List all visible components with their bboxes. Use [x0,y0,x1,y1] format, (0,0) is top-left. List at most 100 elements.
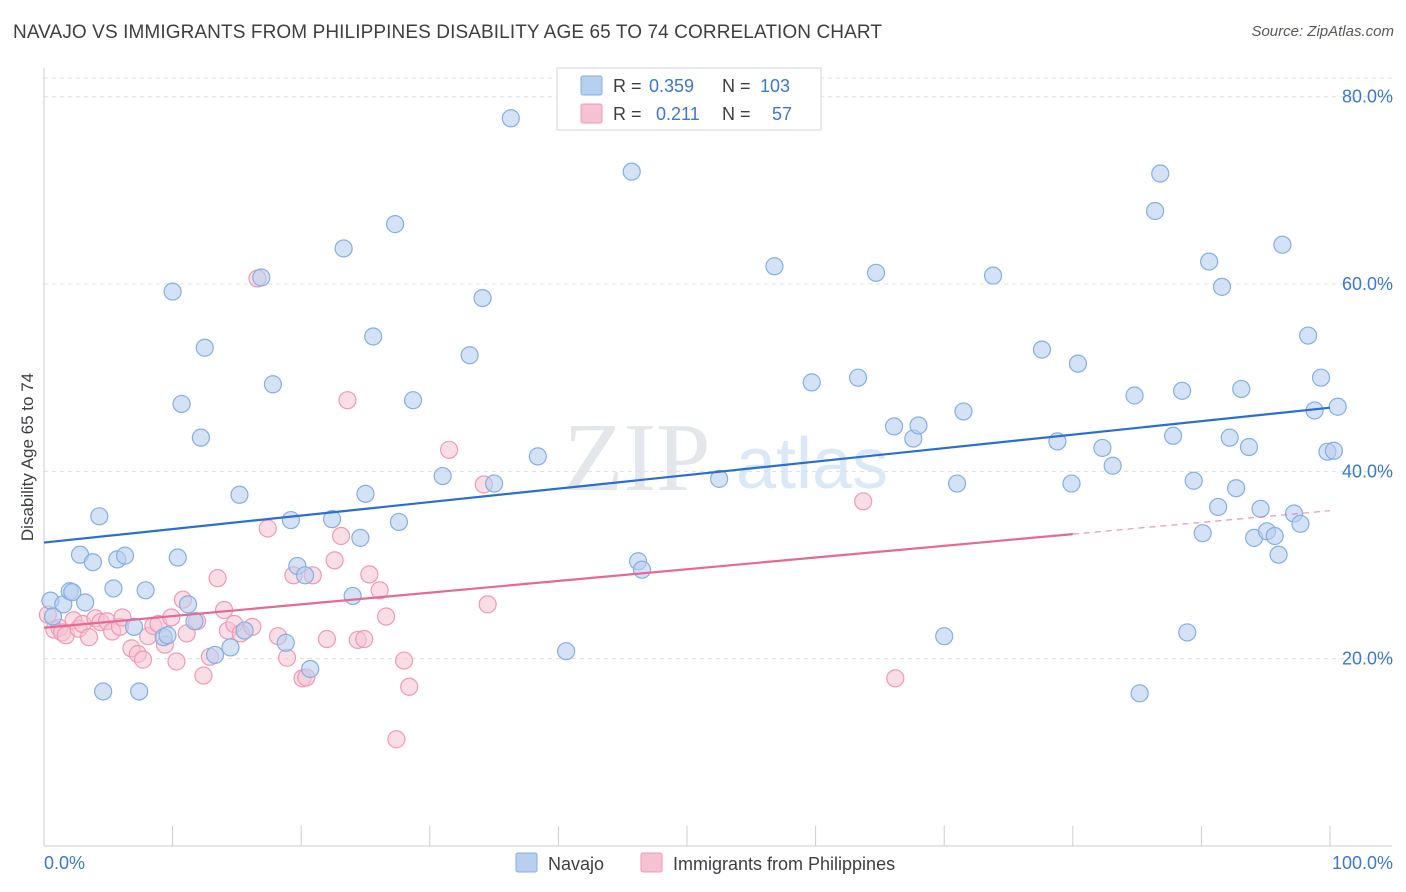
navajo-point [168,548,187,567]
navajo-point [433,466,452,486]
series-immigrants-from-philippines [38,269,905,749]
grid-lines [44,77,1392,660]
philippines-point [317,629,337,649]
navajo-point [1273,235,1292,254]
bottom-legend-swatch-navajo [515,852,538,873]
legend-swatch-navajo [580,75,603,96]
trend-lines [43,406,1331,629]
philippines-point [338,391,357,410]
navajo-point [230,485,249,504]
watermark-atlas: atlas [736,424,888,504]
navajo-point [356,484,375,503]
legend-n-label-2: N = [722,104,751,124]
navajo-point [94,682,113,701]
navajo-point [43,607,63,626]
navajo-point [276,633,295,652]
navajo-point [884,417,904,436]
navajo-point [252,268,271,287]
navajo-point [385,215,405,234]
philippines-point [208,569,227,588]
navajo-point [947,474,967,493]
navajo-point [1146,201,1165,221]
navajo-point [1032,340,1052,359]
navajo-point [1220,428,1239,447]
philippines-point [331,526,351,546]
watermark-zip: ZIP [564,404,711,512]
legend-r-value-2: 0.211 [656,104,700,124]
navajo-point [622,162,641,181]
navajo-point [1164,426,1183,445]
navajo-point [1324,441,1343,460]
legend-r-label-2: R = [613,104,642,124]
navajo-point [1125,386,1144,405]
navajo-point [1178,623,1197,642]
navajo-point [983,266,1003,285]
bottom-legend: Navajo Immigrants from Philippines [515,852,895,874]
navajo-point [295,566,315,585]
navajo-point [76,593,95,612]
navajo-point [389,512,409,532]
chart-title: NAVAJO VS IMMIGRANTS FROM PHILIPPINES DI… [13,22,883,43]
navajo-point [866,263,886,282]
philippines-point [325,551,344,570]
navajo-point [205,645,225,665]
navajo-trend-line [43,406,1331,544]
x-tick-label-min: 0.0% [44,853,85,873]
bottom-legend-label-philippines: Immigrants from Philippines [673,854,895,874]
philippines-point [387,730,406,749]
y-axis-tick-labels: 20.0% 40.0% 60.0% 80.0% [1342,87,1393,669]
y-tick-label: 20.0% [1342,649,1393,669]
navajo-point [136,581,155,600]
navajo-point [1269,545,1288,564]
navajo-point [1062,474,1081,493]
navajo-point [334,239,353,258]
axes [43,68,1392,847]
navajo-point [1068,354,1088,373]
navajo-point [83,553,102,572]
series-navajo [41,109,1347,703]
navajo-point [1209,497,1228,517]
source-label: Source: ZipAtlas.com [1251,23,1394,40]
philippines-point [478,595,497,614]
x-axis-ticks [43,826,1331,846]
navajo-point [403,391,423,410]
philippines-point [439,440,459,459]
navajo-point [172,394,191,414]
navajo-point [1227,479,1246,498]
bottom-legend-label-navajo: Navajo [548,854,604,874]
philippines-point [167,652,186,671]
navajo-point [221,638,240,657]
navajo-point [263,375,283,394]
navajo-point [178,595,198,614]
navajo-point [1212,277,1232,296]
navajo-point [1200,252,1219,271]
navajo-point [1103,456,1122,475]
navajo-point [1239,437,1259,457]
navajo-point [485,474,504,493]
navajo-point [364,327,383,346]
navajo-point [1251,499,1270,518]
philippines-point [394,651,414,670]
navajo-point [1299,326,1318,345]
navajo-point [473,288,492,308]
navajo-point [848,368,868,387]
philippines-point [79,628,99,647]
navajo-point [460,346,479,365]
legend-swatch-philippines [580,103,603,124]
legend-n-value-1: 103 [760,76,790,96]
navajo-point [163,282,182,301]
navajo-point [322,510,342,529]
navajo-point [195,338,214,357]
navajo-point [1265,526,1284,546]
navajo-point [909,416,928,435]
navajo-point [1151,164,1170,183]
philippines-point [355,629,374,649]
y-tick-label: 80.0% [1342,87,1393,107]
navajo-point [1173,381,1192,400]
navajo-point [1184,471,1203,490]
navajo-point [1232,379,1251,399]
navajo-point [765,257,784,276]
philippines-point [194,666,213,685]
philippines-point [360,565,379,584]
